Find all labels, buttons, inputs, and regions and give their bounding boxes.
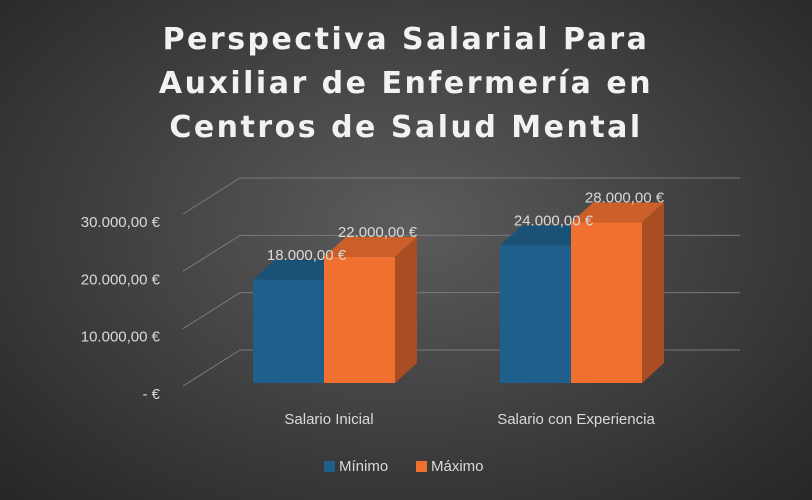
value-label: 18.000,00 € — [267, 247, 347, 264]
value-label: 28.000,00 € — [585, 189, 665, 206]
y-tick-label: 20.000,00 € — [81, 271, 161, 288]
grid-line — [182, 177, 740, 215]
y-tick-label: 10.000,00 € — [81, 329, 161, 346]
bar-front — [571, 222, 642, 383]
bar-top — [500, 225, 593, 246]
bar-top — [324, 236, 417, 257]
bar — [571, 202, 664, 383]
bar-top — [571, 202, 664, 223]
value-label: 24.000,00 € — [514, 212, 594, 229]
legend-label: Máximo — [431, 458, 484, 475]
bar-front — [253, 279, 324, 383]
legend-label: Mínimo — [339, 458, 388, 475]
y-tick-label: 30.000,00 € — [81, 214, 161, 231]
x-tick-label: Salario con Experiencia — [497, 411, 655, 428]
bar-side — [395, 236, 417, 383]
bar-front — [500, 245, 571, 383]
x-tick-label: Salario Inicial — [284, 411, 373, 428]
y-tick-label: - € — [142, 386, 160, 403]
chart-title: Perspectiva Salarial Para Auxiliar de En… — [158, 22, 654, 145]
legend-swatch — [416, 461, 427, 472]
legend-swatch — [324, 461, 335, 472]
bar-side — [642, 202, 664, 383]
bar — [324, 236, 417, 383]
value-label: 22.000,00 € — [338, 224, 418, 241]
bar-front — [324, 256, 395, 383]
bar-top — [253, 259, 346, 280]
